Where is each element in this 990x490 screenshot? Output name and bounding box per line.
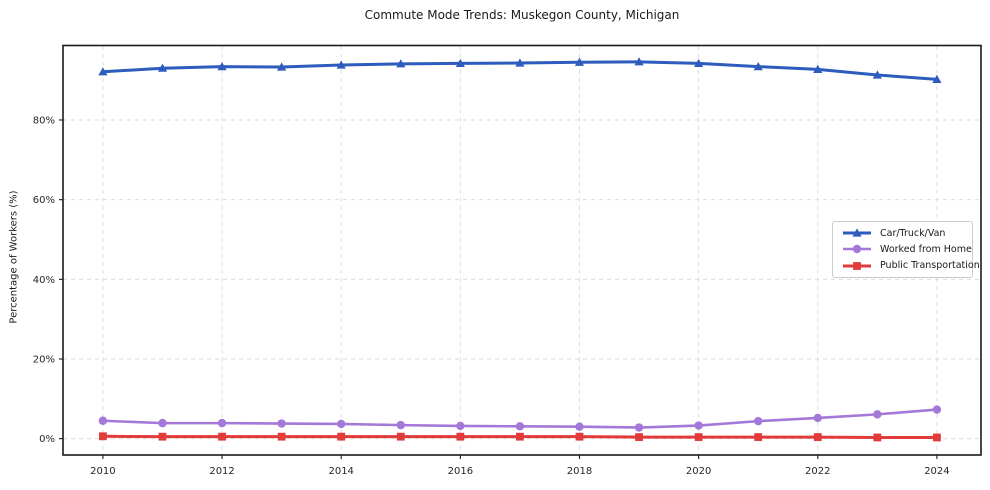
- y-tick-label: 60%: [33, 195, 55, 206]
- chart-title: Commute Mode Trends: Muskegon County, Mi…: [364, 8, 680, 22]
- legend-item-public-transportation: Public Transportation: [842, 259, 980, 273]
- y-tick-label: 40%: [33, 275, 55, 286]
- car-truck-van-line-triangle-icon: [842, 226, 872, 240]
- public-transportation-line-square-icon: [842, 259, 872, 273]
- legend-label-public-transportation: Public Transportation: [880, 260, 980, 272]
- y-tick-label: 80%: [33, 115, 55, 126]
- axis-ticks: [59, 119, 938, 459]
- y-tick-label: 20%: [33, 354, 55, 365]
- x-tick-label: 2018: [567, 466, 592, 477]
- x-tick-label: 2012: [209, 466, 234, 477]
- legend-item-worked-from-home: Worked from Home: [842, 242, 972, 256]
- legend-item-car-truck-van: Car/Truck/Van: [842, 226, 966, 240]
- plot-border: [62, 44, 982, 456]
- x-tick-label: 2014: [328, 466, 353, 477]
- legend-label-car-truck-van: Car/Truck/Van: [880, 227, 946, 239]
- x-tick-label: 2016: [448, 466, 473, 477]
- series-car-truck-van: [98, 57, 942, 83]
- legend: Car/Truck/Van Worked from Home Public Tr…: [832, 221, 980, 278]
- x-tick-label: 2010: [90, 466, 115, 477]
- worked-from-home-line-circle-icon: [842, 242, 872, 256]
- series-public-transportation: [99, 432, 941, 442]
- x-tick-label: 2022: [805, 466, 830, 477]
- tick-labels: 2010 2012 2014 2016 2018 2020 2022 2024 0% 20% 40%…: [33, 115, 950, 477]
- series-worked-from-home: [98, 405, 942, 432]
- y-tick-label: 0%: [39, 434, 55, 445]
- legend-label-worked-from-home: Worked from Home: [880, 243, 972, 255]
- x-tick-label: 2024: [924, 466, 949, 477]
- x-tick-label: 2020: [686, 466, 711, 477]
